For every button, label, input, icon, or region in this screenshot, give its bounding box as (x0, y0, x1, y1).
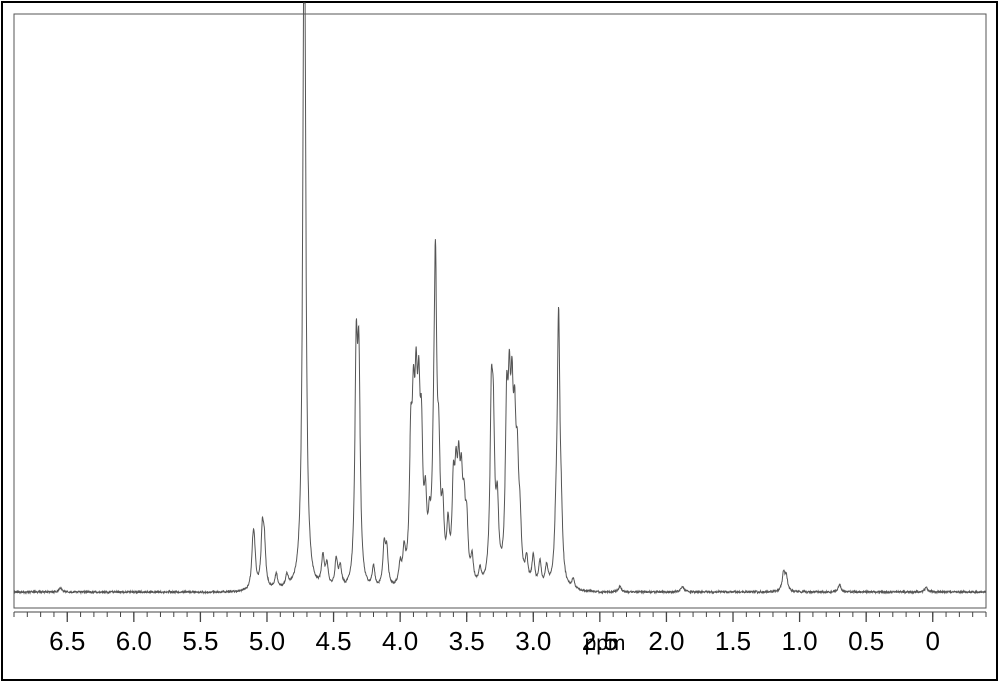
tick-label: 4.5 (315, 626, 351, 656)
outer-border (2, 2, 997, 680)
spectrum-line (14, 3, 986, 593)
tick-label: 0.5 (848, 626, 884, 656)
tick-label: 5.0 (249, 626, 285, 656)
tick-label: 3.0 (515, 626, 551, 656)
tick-label: 2.0 (648, 626, 684, 656)
tick-label: 4.0 (382, 626, 418, 656)
tick-label: 3.5 (449, 626, 485, 656)
tick-label: 6.5 (49, 626, 85, 656)
plot-area (14, 14, 986, 608)
x-axis-label: ppm (585, 632, 626, 655)
nmr-spectrum: 6.56.05.55.04.54.03.53.02.52.01.51.00.50… (0, 0, 1000, 682)
tick-label: 6.0 (116, 626, 152, 656)
tick-label: 0 (926, 626, 940, 656)
tick-label: 5.5 (182, 626, 218, 656)
tick-label: 1.5 (715, 626, 751, 656)
x-axis: 6.56.05.55.04.54.03.53.02.52.01.51.00.50 (14, 612, 986, 656)
tick-label: 1.0 (782, 626, 818, 656)
